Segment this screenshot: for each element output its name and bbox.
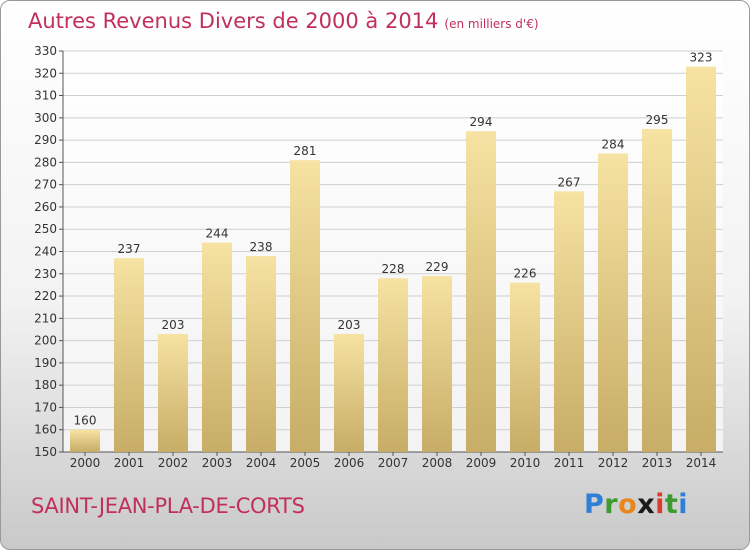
x-tick-label: 2007 xyxy=(378,456,409,470)
x-tick-label: 2009 xyxy=(466,456,497,470)
x-tick-label: 2010 xyxy=(510,456,541,470)
bar xyxy=(70,429,100,452)
bar-value-label: 238 xyxy=(250,240,273,254)
logo-letter: i xyxy=(655,489,665,520)
logo-letter: P xyxy=(584,489,605,520)
bar xyxy=(158,333,188,452)
y-tick-label: 210 xyxy=(34,311,57,325)
y-tick-label: 300 xyxy=(34,111,57,125)
bar xyxy=(378,278,408,452)
bar-value-label: 244 xyxy=(206,227,229,241)
y-tick-label: 230 xyxy=(34,267,57,281)
y-tick-label: 200 xyxy=(34,334,57,348)
chart-title-text: Autres Revenus Divers de 2000 à 2014 xyxy=(28,9,439,33)
y-tick-label: 160 xyxy=(34,423,57,437)
location-name: SAINT-JEAN-PLA-DE-CORTS xyxy=(31,494,305,518)
bar-value-label: 284 xyxy=(602,137,625,151)
proxiti-logo: Proxiti xyxy=(584,489,688,520)
y-tick-label: 180 xyxy=(34,378,57,392)
logo-letter: i xyxy=(678,489,689,520)
bar-value-label: 203 xyxy=(338,318,361,332)
bar-value-label: 295 xyxy=(646,113,669,127)
x-tick-label: 2008 xyxy=(422,456,453,470)
x-tick-label: 2013 xyxy=(642,456,673,470)
bar-value-label: 237 xyxy=(118,242,141,256)
bar xyxy=(642,128,672,452)
bar xyxy=(554,191,584,452)
bar xyxy=(422,276,452,452)
bar xyxy=(598,153,628,452)
x-tick-label: 2003 xyxy=(202,456,233,470)
y-tick-label: 310 xyxy=(34,89,57,103)
bar-value-label: 281 xyxy=(294,144,317,158)
x-tick-label: 2005 xyxy=(290,456,321,470)
y-tick-label: 260 xyxy=(34,200,57,214)
bar-value-label: 267 xyxy=(558,175,581,189)
bar-value-label: 323 xyxy=(690,51,713,65)
x-tick-label: 2006 xyxy=(334,456,365,470)
logo-letter: r xyxy=(604,489,619,520)
x-tick-label: 2001 xyxy=(114,456,145,470)
bar-value-label: 203 xyxy=(162,318,185,332)
x-tick-label: 2000 xyxy=(70,456,101,470)
x-tick-label: 2014 xyxy=(686,456,717,470)
bar-value-label: 228 xyxy=(382,262,405,276)
bar xyxy=(114,258,144,452)
y-tick-label: 330 xyxy=(34,44,57,58)
bar xyxy=(246,255,276,452)
bar xyxy=(290,160,320,452)
bar-value-label: 294 xyxy=(470,115,493,129)
y-tick-label: 320 xyxy=(34,66,57,80)
y-tick-label: 290 xyxy=(34,133,57,147)
x-tick-label: 2004 xyxy=(246,456,277,470)
bar xyxy=(466,131,496,452)
bar-value-label: 229 xyxy=(426,260,449,274)
y-tick-label: 170 xyxy=(34,400,57,414)
x-tick-label: 2011 xyxy=(554,456,585,470)
y-tick-label: 250 xyxy=(34,222,57,236)
x-tick-label: 2002 xyxy=(158,456,189,470)
logo-letter: o xyxy=(618,489,638,520)
chart-title: Autres Revenus Divers de 2000 à 2014 (en … xyxy=(28,9,539,33)
y-tick-label: 190 xyxy=(34,356,57,370)
bar xyxy=(334,333,364,452)
y-tick-label: 150 xyxy=(34,445,57,459)
logo-letter: t xyxy=(664,489,679,520)
chart-unit: (en milliers d'€) xyxy=(444,17,539,31)
y-tick-label: 240 xyxy=(34,245,57,259)
x-tick-label: 2012 xyxy=(598,456,629,470)
bar-value-label: 160 xyxy=(74,414,97,428)
bar xyxy=(686,66,716,452)
bar xyxy=(510,282,540,452)
y-tick-label: 220 xyxy=(34,289,57,303)
y-tick-label: 270 xyxy=(34,178,57,192)
logo-letter: x xyxy=(637,489,656,520)
bar-value-label: 226 xyxy=(514,267,537,281)
y-tick-label: 280 xyxy=(34,155,57,169)
bar xyxy=(202,242,232,452)
